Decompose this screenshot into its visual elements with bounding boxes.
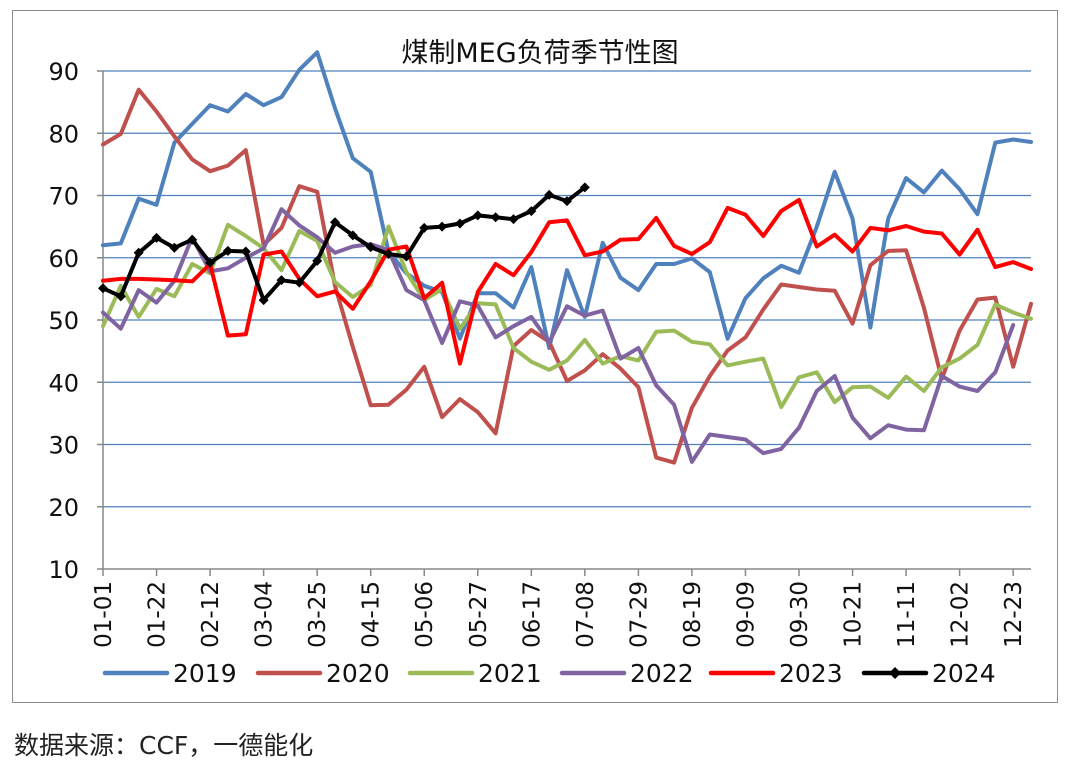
data-point-2024 bbox=[437, 221, 448, 232]
data-point-2024 bbox=[294, 277, 305, 288]
data-point-2024 bbox=[526, 206, 537, 217]
chart-title: 煤制MEG负荷季节性图 bbox=[401, 38, 678, 69]
series-line-2019 bbox=[101, 50, 1033, 350]
legend-label-2019: 2019 bbox=[173, 659, 237, 688]
x-tick-label: 04-15 bbox=[359, 581, 385, 648]
x-tick-label: 07-08 bbox=[573, 581, 599, 648]
data-source-note: 数据来源：CCF，一德能化 bbox=[14, 731, 314, 760]
data-point-2024 bbox=[383, 249, 394, 260]
data-point-2024 bbox=[312, 255, 323, 266]
x-tick-label: 09-30 bbox=[787, 581, 813, 648]
data-point-2024 bbox=[115, 291, 126, 302]
data-point-2024 bbox=[401, 251, 412, 262]
y-tick-label: 20 bbox=[48, 494, 79, 522]
data-point-2024 bbox=[508, 214, 519, 225]
data-point-2024 bbox=[222, 245, 233, 256]
x-tick-label: 05-27 bbox=[466, 581, 492, 648]
data-point-2024 bbox=[490, 212, 501, 223]
data-point-2024 bbox=[151, 232, 162, 243]
x-tick-label: 01-01 bbox=[91, 581, 117, 648]
y-tick-label: 70 bbox=[48, 183, 79, 211]
y-tick-label: 40 bbox=[48, 369, 79, 397]
y-tick-label: 60 bbox=[48, 245, 79, 273]
legend-marker-2024 bbox=[889, 667, 901, 679]
data-point-2024 bbox=[365, 242, 376, 253]
legend-label-2024: 2024 bbox=[932, 659, 996, 688]
y-tick-label: 80 bbox=[48, 120, 79, 148]
y-tick-label: 50 bbox=[48, 307, 79, 335]
x-tick-label: 06-17 bbox=[519, 581, 545, 648]
series-line-2021 bbox=[101, 222, 1033, 410]
data-point-2024 bbox=[562, 196, 572, 207]
data-point-2024 bbox=[258, 295, 269, 306]
x-tick-label: 03-25 bbox=[305, 581, 331, 648]
data-point-2024 bbox=[454, 218, 465, 229]
data-point-2024 bbox=[544, 189, 555, 200]
x-tick-label: 12-02 bbox=[948, 581, 974, 648]
data-point-2024 bbox=[347, 230, 358, 241]
x-tick-label: 07-29 bbox=[626, 581, 652, 648]
series-line-2022 bbox=[101, 207, 1016, 464]
legend-label-2020: 2020 bbox=[326, 659, 390, 688]
y-tick-label: 30 bbox=[48, 432, 79, 460]
series-line-2023 bbox=[101, 197, 1033, 366]
data-point-2024 bbox=[472, 210, 483, 221]
data-point-2024 bbox=[276, 275, 287, 286]
legend-label-2022: 2022 bbox=[630, 659, 694, 688]
legend-label-2023: 2023 bbox=[779, 659, 843, 688]
x-tick-label: 01-22 bbox=[145, 581, 171, 648]
series-line-2024 bbox=[101, 185, 587, 303]
data-point-2024 bbox=[419, 222, 430, 233]
data-point-2024 bbox=[579, 182, 590, 193]
data-point-2024 bbox=[133, 247, 144, 258]
data-point-2024 bbox=[187, 234, 198, 245]
x-tick-label: 09-09 bbox=[733, 581, 759, 648]
x-tick-label: 05-06 bbox=[412, 581, 438, 648]
legend-label-2021: 2021 bbox=[478, 659, 542, 688]
x-tick-label: 03-04 bbox=[252, 581, 278, 648]
data-point-2024 bbox=[205, 257, 216, 268]
y-tick-label: 90 bbox=[48, 58, 79, 86]
data-point-2024 bbox=[169, 242, 180, 253]
data-point-2024 bbox=[240, 246, 251, 257]
series-line-2020 bbox=[101, 87, 1033, 465]
x-tick-label: 08-19 bbox=[680, 581, 706, 648]
x-tick-label: 02-12 bbox=[198, 581, 224, 648]
y-tick-label: 10 bbox=[48, 556, 79, 584]
x-tick-label: 11-11 bbox=[894, 581, 920, 648]
chart-frame bbox=[12, 10, 1058, 703]
x-tick-label: 12-23 bbox=[1001, 581, 1027, 648]
x-tick-label: 10-21 bbox=[841, 581, 867, 648]
data-point-2024 bbox=[330, 217, 340, 228]
data-point-2024 bbox=[98, 283, 108, 294]
